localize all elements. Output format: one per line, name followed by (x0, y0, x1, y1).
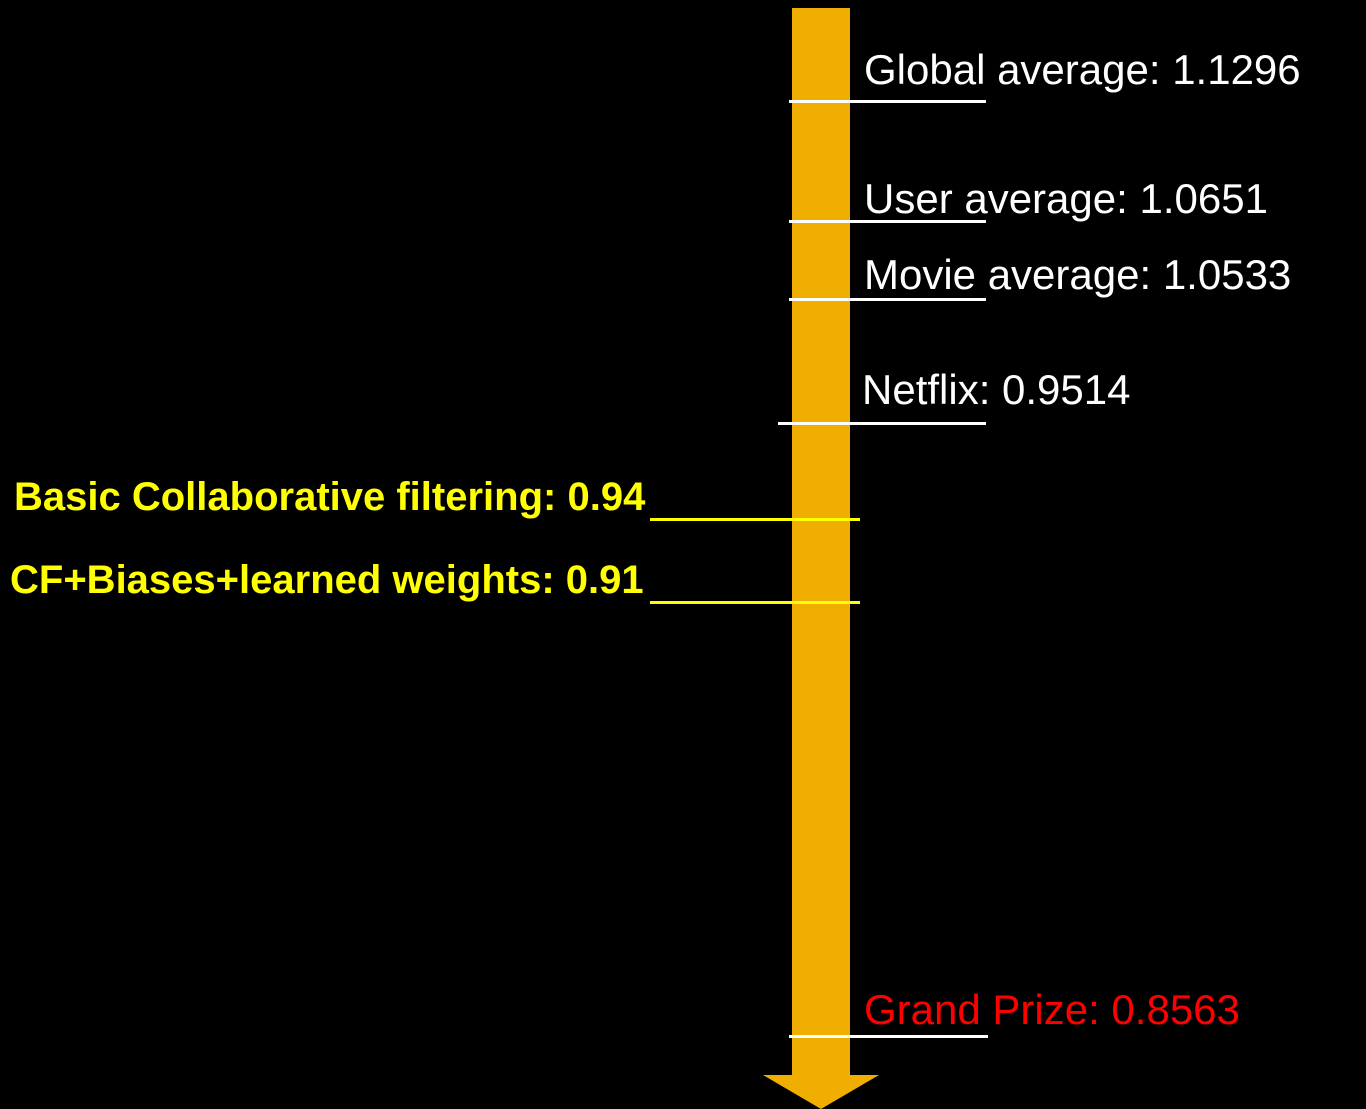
global-average-tick (789, 100, 986, 103)
movie-average-label: Movie average: 1.0533 (864, 251, 1292, 298)
grand-prize-label: Grand Prize: 0.8563 (864, 986, 1240, 1033)
progress-arrow-head (763, 1075, 879, 1109)
user-average-label: User average: 1.0651 (864, 175, 1268, 222)
global-average-label: Global average: 1.1296 (864, 46, 1301, 93)
netflix-label: Netflix: 0.9514 (862, 366, 1131, 413)
grand-prize-tick (789, 1035, 988, 1038)
cf-biases-label: CF+Biases+learned weights: 0.91 (10, 558, 644, 602)
netflix-tick (778, 422, 986, 425)
basic-cf-tick (650, 518, 860, 521)
progress-arrow-shaft (792, 8, 850, 1076)
user-average-tick (789, 220, 986, 223)
cf-biases-tick (650, 601, 860, 604)
basic-cf-label: Basic Collaborative filtering: 0.94 (14, 475, 646, 519)
movie-average-tick (789, 298, 986, 301)
